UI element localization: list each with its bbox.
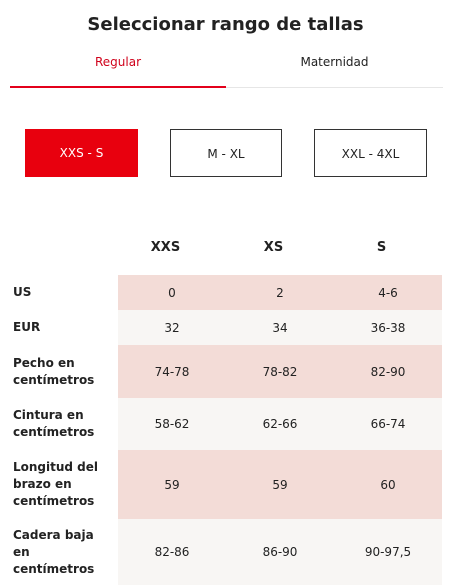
table-cell: 60 (334, 450, 442, 519)
table-row: Cintura en centímetros 58-62 62-66 66-74 (0, 398, 451, 450)
table-cell: 59 (226, 450, 334, 519)
table-cell: 62-66 (226, 398, 334, 450)
table-row: Longitud del brazo en centímetros 59 59 … (0, 450, 451, 519)
table-row: EUR 32 34 36-38 (0, 310, 451, 345)
size-range-xxs-s-button[interactable]: XXS - S (25, 129, 138, 177)
size-range-m-xl-button[interactable]: M - XL (170, 129, 282, 177)
table-cell: 66-74 (334, 398, 442, 450)
table-cell: 32 (118, 310, 226, 345)
column-header-xs: XS (263, 240, 284, 255)
row-label: Longitud del brazo en centímetros (13, 460, 99, 508)
table-cell: 34 (226, 310, 334, 345)
row-label: Cintura en centímetros (13, 408, 95, 439)
table-cell: 90-97,5 (334, 519, 442, 585)
active-tab-indicator (10, 86, 226, 88)
table-cell: 86-90 (226, 519, 334, 585)
size-range-xxl-4xl-button[interactable]: XXL - 4XL (314, 129, 427, 177)
table-cell: 4-6 (334, 275, 442, 310)
column-header-xxs: XXS (150, 240, 181, 255)
table-row: Cadera baja en centímetros 82-86 86-90 9… (0, 519, 451, 585)
table-cell: 0 (118, 275, 226, 310)
table-cell: 78-82 (226, 345, 334, 398)
row-label: EUR (13, 320, 41, 334)
table-row: US 0 2 4-6 (0, 275, 451, 310)
column-header-s: S (376, 240, 387, 255)
tab-regular[interactable]: Regular (94, 55, 142, 69)
tab-maternidad[interactable]: Maternidad (300, 55, 369, 69)
table-row: Pecho en centímetros 74-78 78-82 82-90 (0, 345, 451, 398)
table-cell: 74-78 (118, 345, 226, 398)
table-cell: 82-86 (118, 519, 226, 585)
table-cell: 82-90 (334, 345, 442, 398)
table-cell: 36-38 (334, 310, 442, 345)
table-cell: 59 (118, 450, 226, 519)
size-type-tabs: Regular Maternidad (10, 52, 443, 89)
tabs-divider (10, 87, 443, 88)
table-cell: 58-62 (118, 398, 226, 450)
row-label: Cadera baja en centímetros (13, 527, 95, 576)
row-label: US (13, 285, 32, 299)
row-label: Pecho en centímetros (13, 355, 95, 387)
table-cell: 2 (226, 275, 334, 310)
page-title: Seleccionar rango de tallas (87, 14, 364, 35)
